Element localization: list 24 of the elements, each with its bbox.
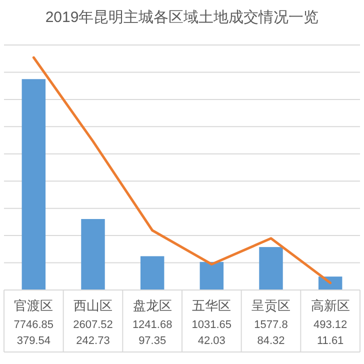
data-label: 11.61 [316, 335, 344, 347]
x-tick-label: 西山区 [74, 298, 112, 313]
x-tick-label: 高新区 [310, 298, 350, 313]
data-label: 493.12 [314, 319, 348, 331]
chart-title: 2019年昆明主城各区域土地成交情况一览 [45, 9, 319, 26]
x-tick-label: 官渡区 [14, 298, 54, 313]
bar [22, 79, 46, 290]
data-label: 42.03 [198, 335, 226, 347]
x-tick-label: 盘龙区 [132, 298, 172, 313]
data-label: 379.54 [16, 335, 50, 347]
data-label: 2607.52 [73, 319, 113, 331]
data-label: 7746.85 [14, 319, 54, 331]
bar [259, 247, 283, 290]
data-label: 1031.65 [192, 319, 232, 331]
data-label: 97.35 [138, 335, 166, 347]
bar [200, 262, 224, 290]
data-label: 242.73 [76, 335, 110, 347]
bar [81, 219, 105, 290]
x-tick-label: 呈贡区 [252, 298, 290, 313]
data-label: 1577.8 [254, 319, 288, 331]
data-label: 84.32 [257, 335, 285, 347]
x-tick-label: 五华区 [192, 298, 232, 313]
bar [140, 256, 164, 290]
data-label: 1241.68 [132, 319, 172, 331]
